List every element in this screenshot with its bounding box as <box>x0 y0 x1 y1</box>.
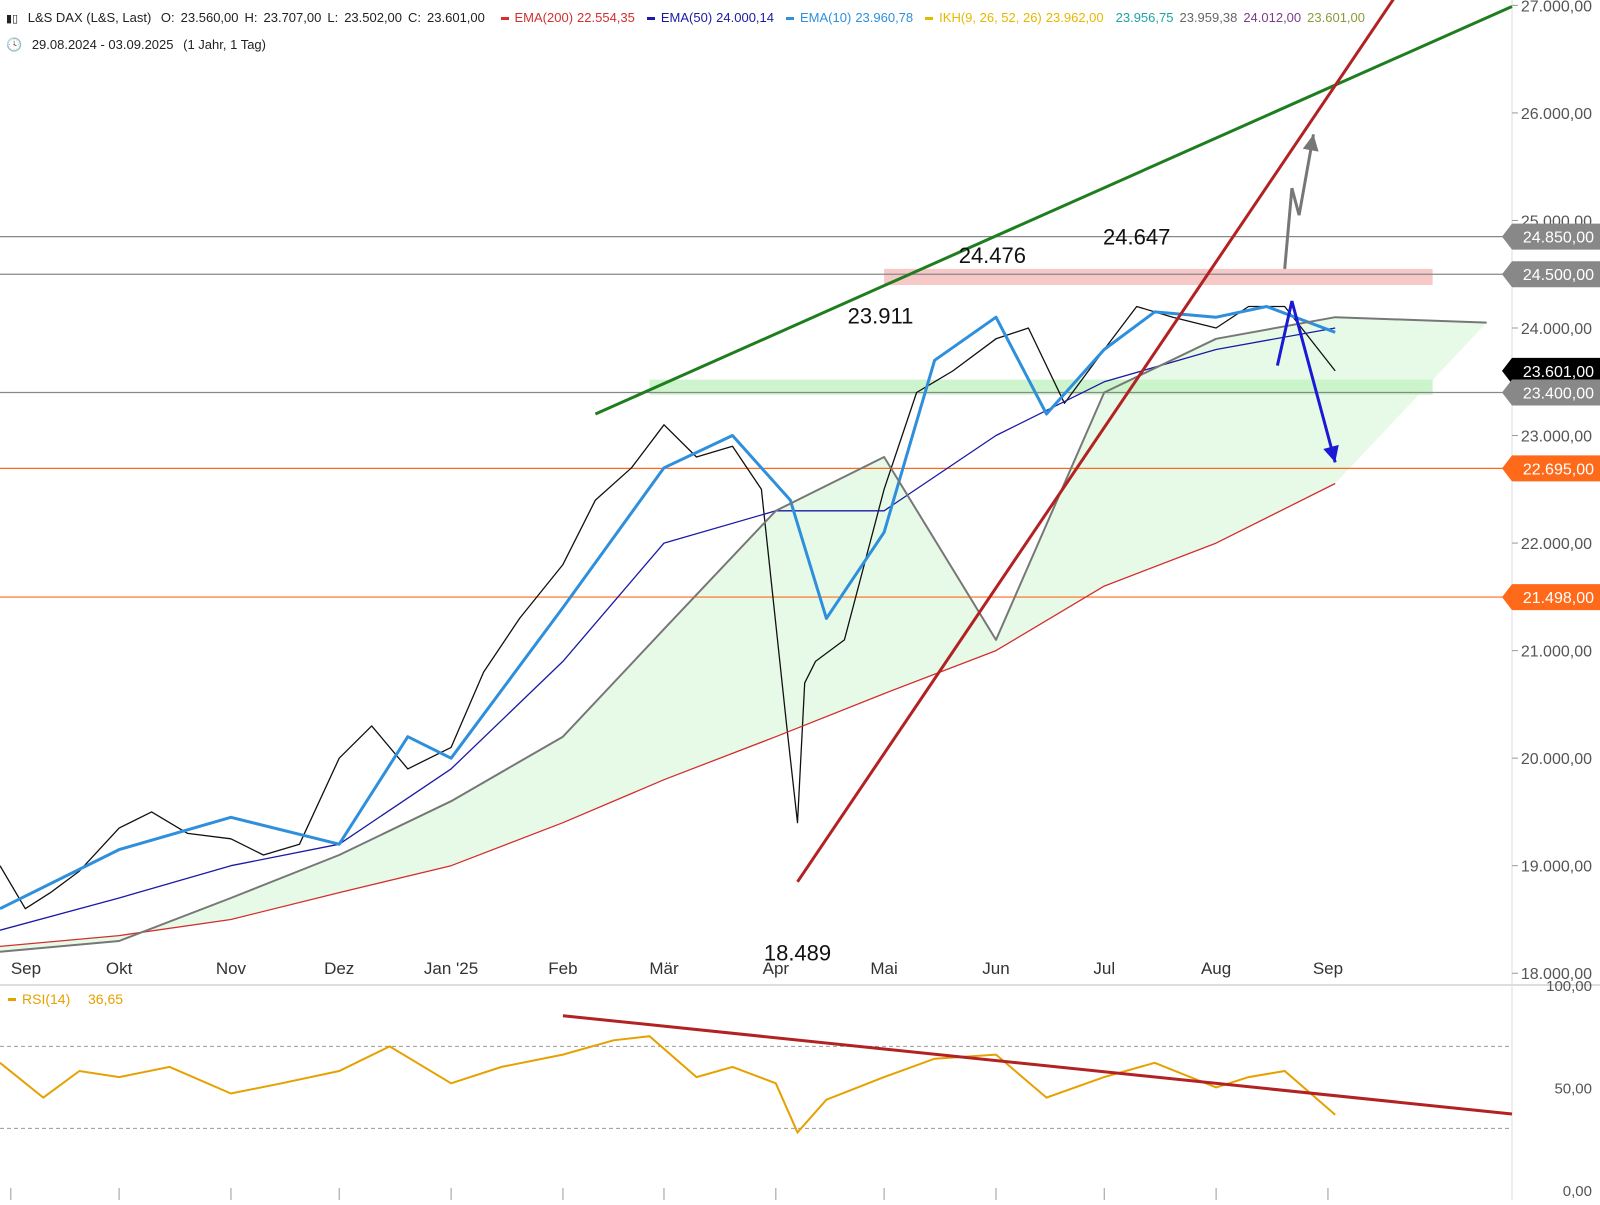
rsi-y-tick-label: 50,00 <box>1554 1080 1592 1097</box>
indicator-value: 23.960,78 <box>855 10 914 25</box>
bar-chart-icon: ▮▯ <box>6 13 19 25</box>
legend-swatch <box>925 17 934 21</box>
series-line-0 <box>0 305 1336 910</box>
indicator-legend-entry: EMA(50) 24.000,14 <box>646 10 780 25</box>
x-tick-label: Nov <box>216 959 247 978</box>
y-tick-label: 24.000,00 <box>1521 321 1592 338</box>
price-label: 21.498,00 <box>1523 590 1594 607</box>
x-tick-label: Sep <box>1313 959 1343 978</box>
rsi-legend-swatch <box>8 998 16 1001</box>
price-annotation: 23.911 <box>848 304 914 329</box>
ohlc-value: 23.601,00 <box>427 10 485 25</box>
x-tick-label: Sep <box>11 959 41 978</box>
indicator-name: EMA(10) <box>800 10 852 25</box>
price-zone <box>884 268 1433 285</box>
y-tick-label: 27.000,00 <box>1521 0 1592 15</box>
date-range: 29.08.2024 - 03.09.2025 <box>31 37 174 52</box>
series-line-2 <box>0 327 1336 931</box>
ikh-extra-value: 23.956,75 <box>1115 10 1174 25</box>
y-tick-label: 26.000,00 <box>1521 106 1592 123</box>
indicator-name: EMA(50) <box>660 10 713 25</box>
rsi-legend-value: 36,65 <box>88 991 123 1007</box>
rsi-y-tick-label: 100,00 <box>1546 978 1592 995</box>
y-tick-label: 21.000,00 <box>1521 644 1592 661</box>
price-label: 24.850,00 <box>1523 230 1594 247</box>
chart-header-line-2: 🕓 29.08.2024 - 03.09.2025 (1 Jahr, 1 Tag… <box>6 37 272 53</box>
price-label: 23.400,00 <box>1523 386 1594 403</box>
price-label: 24.500,00 <box>1523 267 1594 284</box>
instrument-title: L&S DAX (L&S, Last) <box>27 10 152 25</box>
rsi-legend-name: RSI(14) <box>22 991 70 1007</box>
price-label-bg <box>1502 584 1600 611</box>
series-line-3 <box>0 305 1336 911</box>
price-label: 23.601,00 <box>1523 364 1594 381</box>
ohlc-label: H: <box>244 10 258 25</box>
price-annotation: 18.489 <box>764 941 831 966</box>
series-line-1 <box>0 482 1336 948</box>
rsi-trendline <box>562 1014 1513 1116</box>
trendline <box>796 0 1395 883</box>
y-tick-label: 23.000,00 <box>1521 429 1592 446</box>
indicator-legend: EMA(200) 22.554,35 EMA(50) 24.000,14 EMA(10)… <box>500 10 1372 25</box>
scenario-arrow <box>1275 300 1337 463</box>
indicator-legend-entry: EMA(10) 23.960,78 <box>786 10 919 25</box>
indicator-legend-entry: EMA(200) 22.554,35 <box>500 10 641 25</box>
legend-swatch <box>646 17 655 21</box>
y-tick-label: 20.000,00 <box>1521 751 1592 768</box>
series-line-4 <box>0 316 1487 953</box>
indicator-value: 23.962,00 <box>1045 10 1104 25</box>
price-annotation: 24.476 <box>959 243 1026 268</box>
price-zone <box>649 379 1433 395</box>
ohlc-label: L: <box>327 10 339 25</box>
ohlc-label: C: <box>408 10 422 25</box>
price-label-bg <box>1502 379 1600 406</box>
ohlc-values: O: 23.560,00 H: 23.707,00 L: 23.502,00 C: 23.60… <box>161 10 491 25</box>
price-label: 22.695,00 <box>1523 461 1594 478</box>
price-annotation: 24.647 <box>1103 224 1170 249</box>
arrow-head <box>1302 134 1319 152</box>
x-tick-label: Jul <box>1093 959 1115 978</box>
ohlc-label: O: <box>160 10 175 25</box>
legend-swatch <box>786 17 795 21</box>
ikh-extra-value: 24.012,00 <box>1243 10 1302 25</box>
x-tick-label: Jan '25 <box>424 959 478 978</box>
indicator-name: EMA(200) <box>514 10 574 25</box>
x-tick-label: Mär <box>649 959 679 978</box>
ikh-extra-value: 23.601,00 <box>1307 10 1365 25</box>
ohlc-value: 23.560,00 <box>180 10 239 25</box>
indicator-legend-entry: IKH(9, 26, 52, 26) 23.962,00 <box>925 10 1109 25</box>
rsi-y-tick-label: 0,00 <box>1563 1183 1592 1200</box>
price-label-bg <box>1502 223 1600 250</box>
price-label-bg <box>1502 261 1600 288</box>
x-tick-label: Mai <box>870 959 897 978</box>
y-tick-label: 22.000,00 <box>1521 536 1592 553</box>
x-tick-label: Okt <box>106 959 133 978</box>
ichimoku-cloud <box>0 317 1487 952</box>
x-tick-label: Jun <box>982 959 1009 978</box>
price-label-bg <box>1502 357 1600 384</box>
indicator-value: 24.000,14 <box>716 10 775 25</box>
x-tick-label: Feb <box>548 959 577 978</box>
interval-label: (1 Jahr, 1 Tag) <box>183 37 266 52</box>
y-tick-label: 18.000,00 <box>1521 966 1592 983</box>
legend-swatch <box>500 17 509 21</box>
x-tick-label: Aug <box>1201 959 1231 978</box>
ohlc-value: 23.502,00 <box>344 10 403 25</box>
y-tick-label: 19.000,00 <box>1521 859 1592 876</box>
price-label-bg <box>1502 455 1600 482</box>
rsi-line <box>0 1035 1336 1135</box>
x-tick-label: Apr <box>763 959 790 978</box>
ikh-extra-value: 23.959,38 <box>1179 10 1238 25</box>
arrow-head <box>1323 444 1339 463</box>
x-tick-label: Dez <box>324 959 354 978</box>
scenario-arrow <box>1283 134 1315 270</box>
ohlc-value: 23.707,00 <box>263 10 322 25</box>
trendline <box>594 5 1513 416</box>
clock-icon: 🕓 <box>6 37 23 52</box>
indicator-value: 22.554,35 <box>577 10 635 25</box>
chart-header-line-1: ▮▯ L&S DAX (L&S, Last) O: 23.560,00 H: 23.7… <box>6 10 1377 25</box>
indicator-name: IKH(9, 26, 52, 26) <box>939 10 1042 25</box>
